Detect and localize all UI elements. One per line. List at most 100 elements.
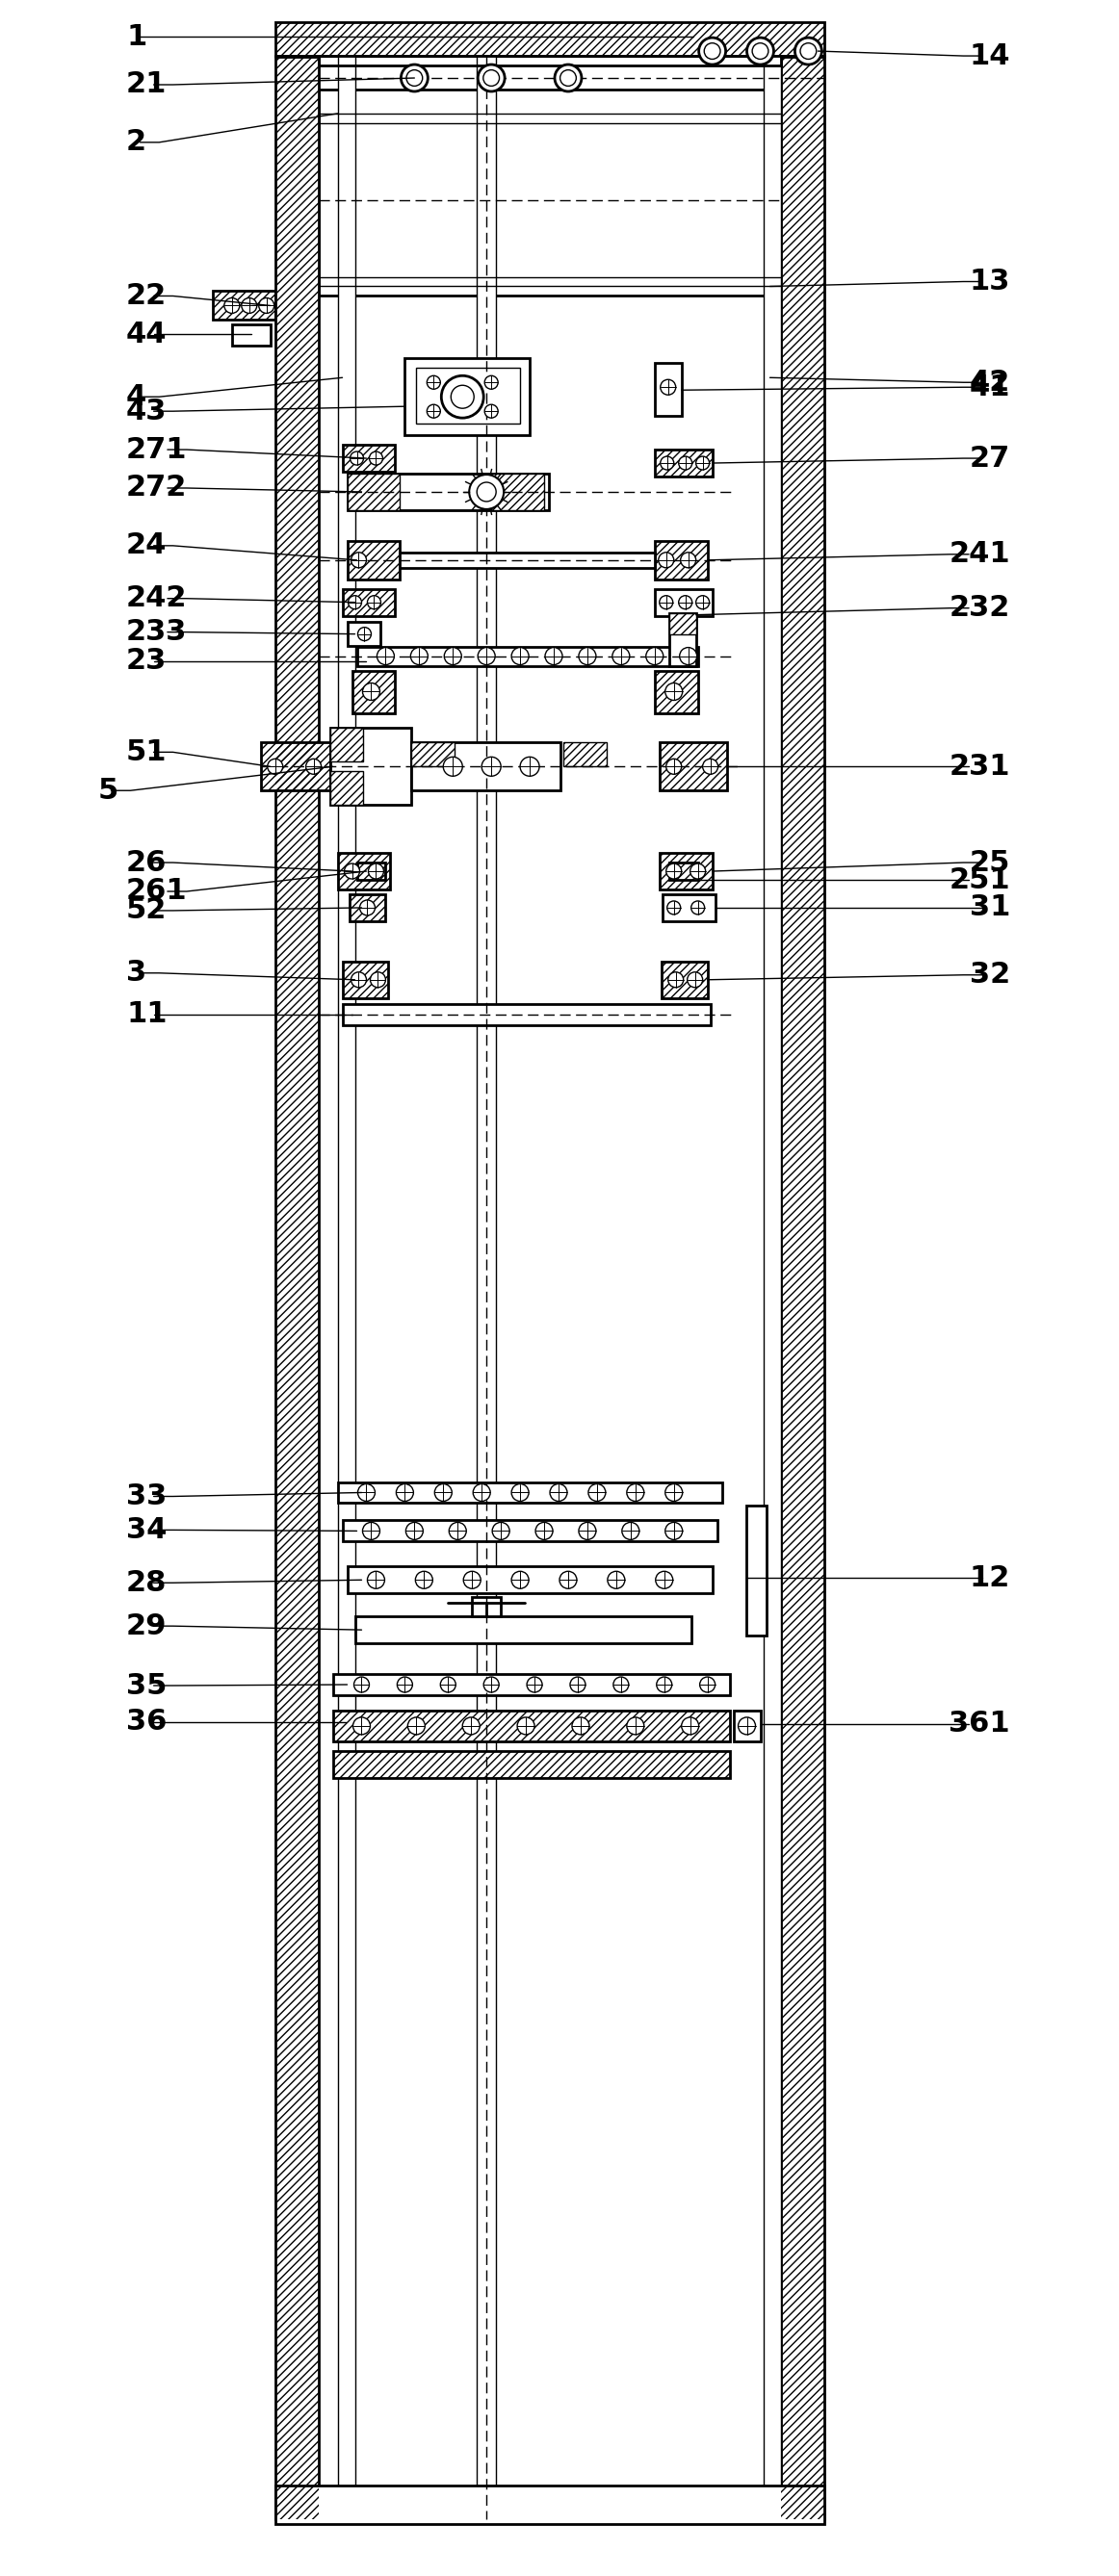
Bar (405, 358, 529, 435)
Bar (399, 551, 655, 567)
Circle shape (657, 1677, 671, 1692)
Bar (661, 961, 707, 997)
Text: 1: 1 (126, 23, 147, 52)
Circle shape (659, 595, 673, 608)
Circle shape (667, 902, 680, 914)
Circle shape (477, 482, 496, 502)
Circle shape (483, 1677, 499, 1692)
Bar (659, 742, 726, 791)
Circle shape (401, 64, 427, 90)
Bar (347, 474, 549, 510)
Circle shape (473, 1484, 490, 1502)
Text: 28: 28 (126, 1569, 167, 1597)
Circle shape (258, 299, 274, 314)
Text: 41: 41 (969, 374, 1010, 402)
Bar (342, 1520, 717, 1540)
Circle shape (704, 44, 721, 59)
Circle shape (407, 1718, 425, 1734)
Bar (330, 770, 364, 804)
Bar (472, 1597, 501, 1615)
Circle shape (656, 1571, 673, 1589)
Circle shape (666, 863, 681, 878)
Text: 24: 24 (126, 531, 167, 559)
Circle shape (511, 1484, 529, 1502)
Circle shape (679, 647, 697, 665)
Circle shape (746, 39, 773, 64)
Circle shape (555, 64, 582, 90)
Circle shape (520, 757, 539, 775)
Bar (563, 742, 606, 768)
Bar (659, 742, 726, 791)
Circle shape (267, 760, 283, 775)
Text: 261: 261 (126, 878, 188, 904)
Circle shape (396, 1484, 414, 1502)
Text: 231: 231 (949, 752, 1010, 781)
Bar (733, 1710, 760, 1741)
Circle shape (698, 39, 726, 64)
Bar (491, 474, 544, 510)
Text: 52: 52 (126, 896, 167, 925)
Bar (655, 363, 681, 415)
Bar (412, 742, 561, 791)
Circle shape (224, 299, 239, 314)
Bar (659, 853, 713, 889)
Circle shape (370, 971, 386, 987)
Bar (330, 729, 364, 762)
Bar (347, 541, 399, 580)
Circle shape (570, 1677, 585, 1692)
Circle shape (427, 376, 441, 389)
Bar (655, 670, 698, 714)
Circle shape (560, 1571, 576, 1589)
Bar (655, 451, 713, 477)
Circle shape (348, 595, 361, 608)
Bar (342, 446, 395, 471)
Circle shape (692, 902, 705, 914)
Bar (332, 1674, 730, 1695)
Text: 44: 44 (126, 319, 167, 348)
Text: 12: 12 (969, 1564, 1010, 1592)
Circle shape (485, 404, 498, 417)
Circle shape (444, 647, 461, 665)
Bar (338, 1481, 722, 1504)
Bar (342, 1005, 711, 1025)
Text: 13: 13 (969, 268, 1010, 296)
Bar (232, 325, 271, 345)
Circle shape (469, 474, 504, 510)
Circle shape (739, 1718, 755, 1734)
Text: 31: 31 (969, 894, 1010, 922)
Circle shape (305, 760, 321, 775)
Text: 14: 14 (969, 41, 1010, 70)
Circle shape (511, 1571, 529, 1589)
Text: 25: 25 (969, 848, 1010, 876)
Text: 271: 271 (126, 435, 187, 464)
Circle shape (485, 376, 498, 389)
Bar (338, 853, 391, 889)
Circle shape (536, 1522, 553, 1540)
Circle shape (660, 379, 676, 394)
Circle shape (415, 1571, 433, 1589)
Bar (342, 590, 395, 616)
Circle shape (678, 456, 692, 469)
Bar (659, 853, 713, 889)
Circle shape (352, 1718, 370, 1734)
Circle shape (406, 70, 423, 85)
Text: 23: 23 (126, 647, 167, 675)
Bar (338, 853, 391, 889)
Text: 42: 42 (969, 368, 1010, 397)
Bar (352, 670, 395, 714)
Circle shape (443, 757, 462, 775)
Circle shape (434, 1484, 452, 1502)
Circle shape (579, 647, 596, 665)
Circle shape (572, 1718, 590, 1734)
Bar (655, 451, 713, 477)
Circle shape (367, 595, 380, 608)
Text: 5: 5 (97, 775, 117, 804)
Bar (669, 863, 698, 881)
Bar (349, 894, 386, 922)
Circle shape (660, 456, 674, 469)
Circle shape (478, 647, 495, 665)
Bar (655, 670, 698, 714)
Circle shape (687, 971, 703, 987)
Circle shape (794, 39, 821, 64)
Bar (342, 961, 388, 997)
